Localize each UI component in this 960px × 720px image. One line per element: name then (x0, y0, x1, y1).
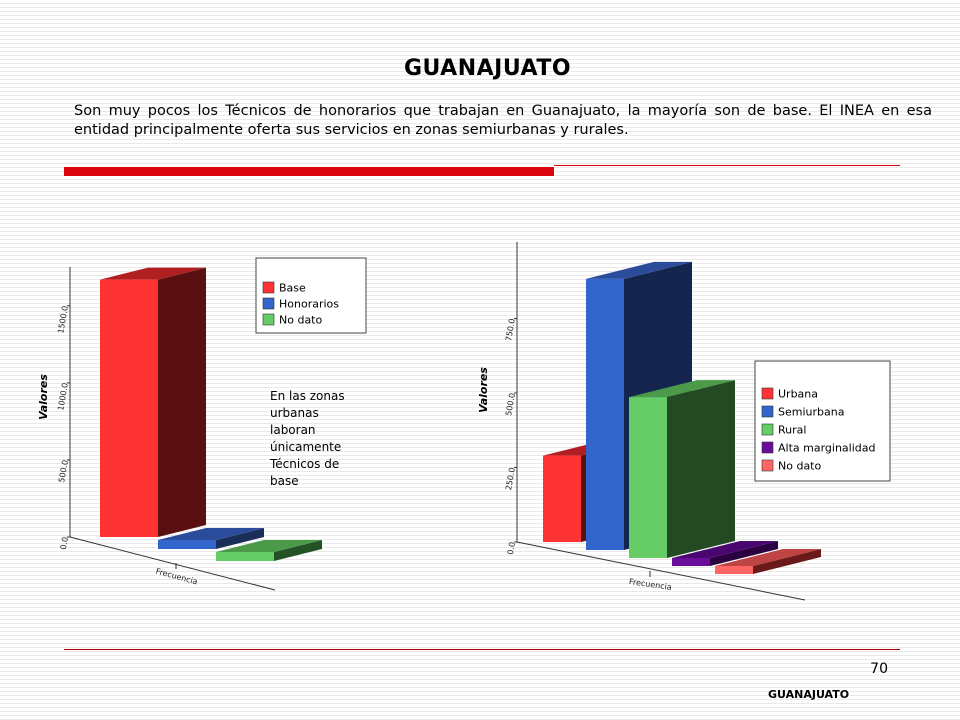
legend-swatch (761, 441, 774, 454)
bar-top (100, 267, 206, 280)
bar-rural (629, 380, 735, 558)
bar-top (672, 541, 778, 558)
bar-side (667, 380, 735, 558)
y-tick-label: 750.0 (504, 318, 517, 342)
y-tick-label: 250.0 (504, 467, 517, 491)
bar-front (629, 397, 667, 558)
bar-base (100, 267, 206, 537)
y-axis-label: Valores (37, 374, 50, 420)
bar-no-dato (216, 540, 322, 561)
bar-front (715, 566, 753, 574)
legend-swatch (761, 405, 774, 418)
title-underline-thick (64, 167, 554, 176)
x-axis (516, 541, 806, 601)
legend-swatch (262, 297, 275, 310)
chart2-legend: Urbana Semiurbana Rural Alta marginalidad No… (754, 360, 891, 482)
y-tick-label: 0.0 (59, 536, 70, 550)
bar-top (586, 261, 692, 279)
x-axis (69, 536, 276, 591)
bottom-rule (64, 649, 900, 650)
legend-label: Rural (778, 424, 806, 437)
bar-top (158, 528, 264, 540)
chart1-legend: Base Honorarios No dato (255, 257, 367, 334)
bar-side (216, 528, 264, 549)
legend-label: No dato (778, 460, 821, 473)
legend-label: Alta marginalidad (778, 442, 876, 455)
y-tick-label: 500.0 (504, 392, 517, 416)
chart-zone-type: 0.0 250.0 500.0 750.0 Valores Frecuencia Urba… (477, 242, 891, 601)
bar-honorarios (158, 528, 264, 549)
chart-employment-type: 0.0 500.0 1000.0 1500.0 Valores Frecuencia Ba… (37, 257, 367, 591)
bar-side (753, 549, 821, 574)
chart2-bars (543, 261, 821, 574)
legend-label: Base (279, 282, 306, 295)
legend-swatch (761, 459, 774, 472)
bar-front (100, 279, 158, 537)
legend-label: Honorarios (279, 298, 339, 311)
y-tick-label: 0.0 (506, 541, 517, 555)
legend-swatch (761, 387, 774, 400)
bar-front (672, 558, 710, 566)
x-tick-label: Frecuencia (628, 577, 672, 592)
y-tick-label: 1000.0 (56, 382, 70, 411)
y-tick-label: 1500.0 (56, 305, 70, 334)
bar-front (586, 278, 624, 550)
chart1-bars (100, 267, 322, 561)
bar-front (543, 455, 581, 542)
bar-side (158, 267, 206, 537)
legend-label: No dato (279, 314, 322, 327)
title-underline-thin (554, 165, 900, 166)
y-tick-label: 500.0 (57, 459, 70, 483)
intro-paragraph: Son muy pocos los Técnicos de honorarios… (74, 103, 932, 138)
page-number: 70 (870, 661, 888, 677)
bar-front (216, 552, 274, 561)
legend-swatch (761, 423, 774, 436)
bar-front (158, 540, 216, 549)
bar-top (629, 380, 735, 398)
bar-side (274, 540, 322, 561)
legend-swatch (262, 281, 275, 294)
bar-no-dato (715, 549, 821, 574)
bar-side (710, 541, 778, 566)
legend-box (754, 360, 891, 482)
x-tick-label: Frecuencia (155, 567, 199, 587)
slide-title: GUANAJUATO (403, 56, 572, 81)
bar-top (715, 549, 821, 566)
y-axis-label: Valores (477, 367, 490, 413)
legend-label: Urbana (778, 388, 818, 401)
urban-zones-note: En las zonas urbanas laboran únicamente … (270, 389, 345, 488)
legend-label: Semiurbana (778, 406, 844, 419)
footer-label: GUANAJUATO (768, 688, 850, 701)
legend-box (255, 257, 367, 334)
legend-swatch (262, 313, 275, 326)
bar-top (216, 540, 322, 552)
bar-alta-marginalidad (672, 541, 778, 566)
